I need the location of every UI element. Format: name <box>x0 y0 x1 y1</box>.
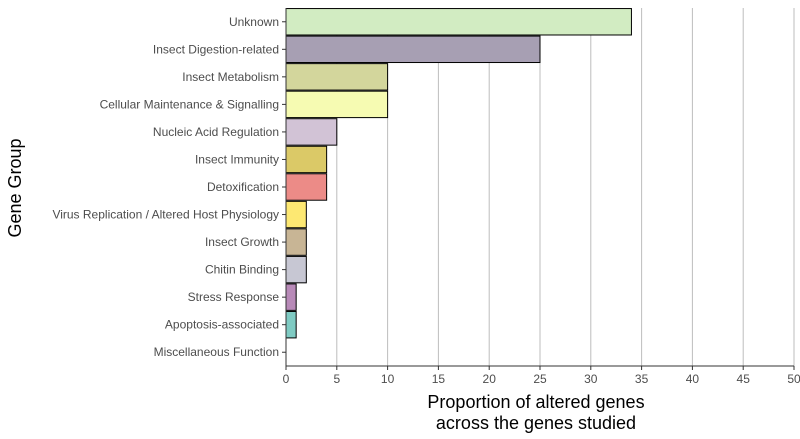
x-tick-label-40: 40 <box>686 372 700 386</box>
category-label-virus-replication-altered-host-physiology: Virus Replication / Altered Host Physiol… <box>52 208 279 222</box>
category-label-apoptosis-associated: Apoptosis-associated <box>165 318 279 332</box>
x-axis-title-line2: across the genes studied <box>436 413 636 433</box>
category-label-chitin-binding: Chitin Binding <box>205 263 279 277</box>
x-tick-label-45: 45 <box>737 372 751 386</box>
bars <box>285 8 632 339</box>
category-label-insect-digestion-related: Insect Digestion-related <box>153 42 279 56</box>
category-label-insect-metabolism: Insect Metabolism <box>182 70 279 84</box>
category-label-unknown: Unknown <box>229 15 279 29</box>
bar-stress-response <box>285 283 297 311</box>
bar-virus-replication-altered-host-physiology <box>285 200 307 229</box>
x-axis-title-line1: Proportion of altered genes <box>427 392 644 412</box>
y-axis-title: Gene Group <box>5 138 25 237</box>
bar-insect-digestion-related <box>285 35 541 64</box>
x-tick-label-20: 20 <box>483 372 497 386</box>
x-tick-label-15: 15 <box>432 372 446 386</box>
x-tick-label-30: 30 <box>584 372 598 386</box>
bar-unknown <box>285 8 632 36</box>
category-label-stress-response: Stress Response <box>188 290 280 304</box>
x-tick-label-35: 35 <box>635 372 649 386</box>
bar-apoptosis-associated <box>285 310 297 339</box>
x-tick-labels: 0 5 10 15 20 25 30 35 40 45 50 <box>283 366 800 386</box>
bar-cellular-maintenance-signalling <box>285 90 389 119</box>
category-label-cellular-maintenance-signalling: Cellular Maintenance & Signalling <box>100 97 279 111</box>
x-tick-label-50: 50 <box>787 372 800 386</box>
category-label-insect-immunity: Insect Immunity <box>195 152 279 166</box>
bar-insect-metabolism <box>285 63 389 91</box>
bar-insect-growth <box>285 228 307 256</box>
bar-chitin-binding <box>285 255 307 284</box>
x-tick-label-25: 25 <box>533 372 547 386</box>
x-tick-label-10: 10 <box>381 372 395 386</box>
category-label-miscellaneous-function: Miscellaneous Function <box>154 345 279 359</box>
bar-nucleic-acid-regulation <box>285 118 338 146</box>
category-label-nucleic-acid-regulation: Nucleic Acid Regulation <box>153 125 279 139</box>
bar-detoxification <box>285 173 328 201</box>
bar-insect-immunity <box>285 145 328 174</box>
category-label-detoxification: Detoxification <box>207 180 279 194</box>
category-labels: Unknown Insect Digestion-related Insect Me… <box>52 15 286 359</box>
x-tick-label-0: 0 <box>283 372 290 386</box>
category-label-insect-growth: Insect Growth <box>205 235 279 249</box>
x-tick-label-5: 5 <box>333 372 340 386</box>
